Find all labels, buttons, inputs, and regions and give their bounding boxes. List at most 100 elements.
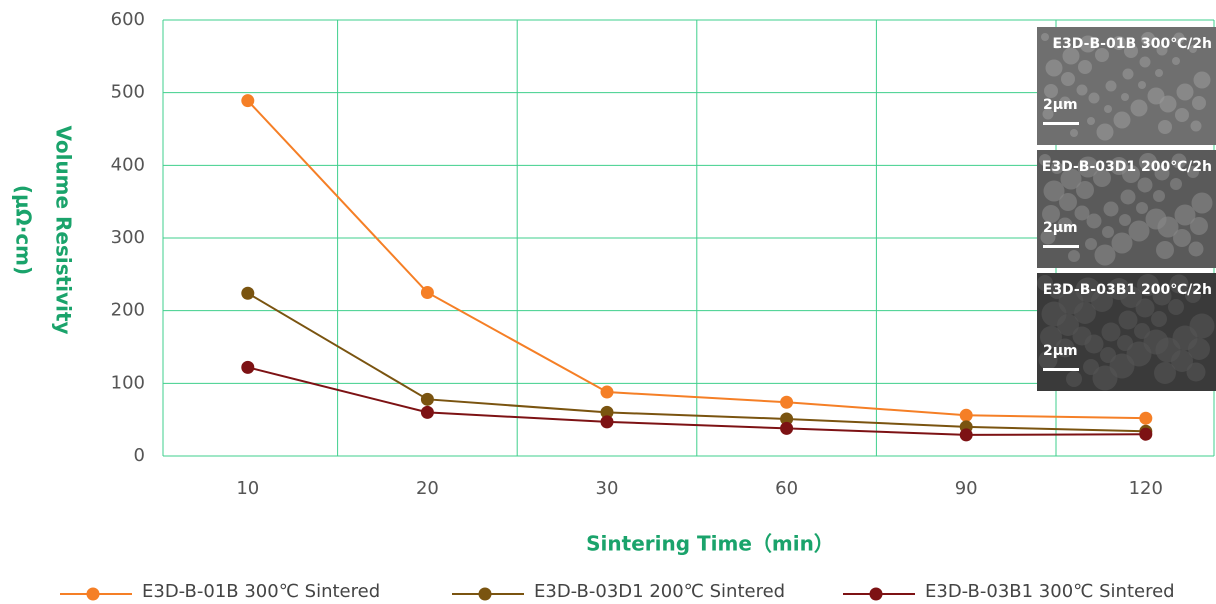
grain (1168, 299, 1184, 315)
grain (1041, 33, 1049, 41)
grain (1049, 283, 1065, 299)
data-point (420, 392, 434, 406)
grain (1077, 156, 1099, 178)
y-tick-label: 0 (134, 445, 145, 466)
x-axis-title: Sintering Time（min） (586, 532, 834, 556)
grain (1102, 226, 1114, 238)
grain (1076, 84, 1088, 96)
grain (1095, 48, 1109, 62)
grain (1079, 35, 1097, 53)
grain (1193, 71, 1211, 89)
grain (1037, 275, 1053, 291)
grain (1138, 81, 1146, 89)
grain (1130, 99, 1148, 117)
grain (1087, 117, 1095, 125)
grain (1175, 108, 1189, 122)
grain (1040, 326, 1062, 348)
grain (1041, 301, 1067, 327)
grain (1157, 216, 1179, 238)
grain (1083, 359, 1099, 375)
x-tick-label: 30 (596, 478, 619, 499)
y-tick-label: 600 (111, 9, 145, 30)
grain (1086, 213, 1102, 229)
scale-bar (1043, 245, 1079, 248)
grain (1045, 59, 1063, 77)
y-axis-title: (μΩ·cm) (12, 185, 36, 275)
grain (1105, 80, 1117, 92)
grain (1170, 178, 1182, 190)
y-tick-label: 200 (111, 300, 145, 321)
x-tick-label: 90 (955, 478, 978, 499)
x-tick-label: 60 (775, 478, 798, 499)
grain (1188, 241, 1204, 257)
y-tick-label: 500 (111, 82, 145, 103)
grain (1051, 162, 1063, 174)
grain (1186, 362, 1206, 382)
legend-marker (86, 587, 100, 601)
grain (1092, 365, 1118, 391)
grain (1061, 72, 1075, 86)
grain (1118, 310, 1138, 330)
y-tick-label: 400 (111, 154, 145, 175)
grain (1059, 193, 1077, 211)
grain (1104, 105, 1112, 113)
grain (1141, 32, 1155, 46)
grain (1173, 229, 1191, 247)
grain (1156, 44, 1168, 56)
grain (1088, 92, 1100, 104)
grain (1038, 350, 1058, 370)
grain (1101, 322, 1121, 342)
grain (1078, 60, 1092, 74)
data-point (1139, 411, 1153, 425)
data-point (241, 94, 255, 108)
inset: E3D-B-03D1 200℃/2h 2μm (1037, 150, 1216, 268)
inset: E3D-B-03B1 200℃/2h 2μm (1037, 273, 1216, 391)
grain (1042, 108, 1054, 120)
grain (1190, 217, 1208, 235)
y-tick-label: 100 (111, 372, 145, 393)
grain (1043, 180, 1065, 202)
grain (1151, 311, 1167, 327)
data-point (1139, 427, 1153, 441)
data-point (780, 395, 794, 409)
series-line (247, 292, 1146, 433)
data-point (241, 286, 255, 300)
grain (1100, 347, 1116, 363)
legend-label: E3D-B-03D1 200℃ Sintered (534, 581, 785, 602)
grain (1158, 120, 1172, 134)
data-point (780, 421, 794, 435)
grain (1085, 238, 1097, 250)
grain (1169, 274, 1189, 294)
grain (1062, 47, 1080, 65)
data-point (600, 415, 614, 429)
grain (1068, 250, 1080, 262)
data-point (600, 405, 614, 419)
grain (1155, 69, 1163, 77)
grain (1076, 181, 1094, 199)
grain (1053, 41, 1061, 49)
grain (1066, 371, 1082, 387)
grain (1134, 323, 1150, 339)
inset-title: E3D-B-01B 300℃/2h (1052, 36, 1212, 52)
grain (1156, 241, 1174, 259)
x-tick-label: 20 (416, 478, 439, 499)
grain (1189, 45, 1197, 53)
grain (1171, 153, 1187, 169)
legend-marker (478, 587, 492, 601)
grain (1121, 93, 1129, 101)
grain (1074, 205, 1090, 221)
grain (1120, 286, 1142, 308)
grain (1147, 87, 1165, 105)
grain (1060, 168, 1082, 190)
grain (1122, 165, 1140, 183)
grain (1044, 84, 1058, 98)
series-line (247, 99, 1146, 420)
inset-scale: 2μm (1043, 97, 1078, 113)
grain (1040, 229, 1056, 245)
data-point (420, 405, 434, 419)
grain (1137, 177, 1153, 193)
inset-title: E3D-B-03B1 200℃/2h (1043, 282, 1212, 298)
grain (1084, 334, 1104, 354)
grain (1135, 298, 1155, 318)
